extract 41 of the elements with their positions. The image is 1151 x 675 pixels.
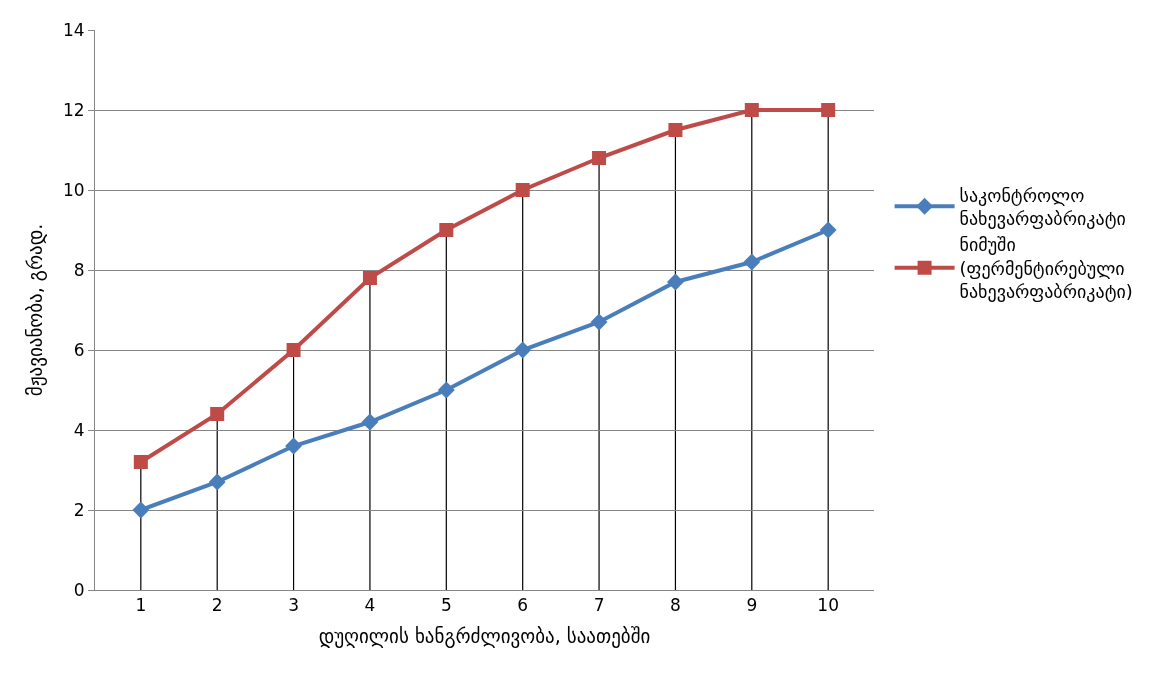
point [590,313,608,331]
point [668,123,683,137]
x-tick-label: 6 [517,595,529,616]
y-tick-label: 4 [73,419,85,440]
point [592,151,607,165]
point [361,413,379,431]
point [743,253,761,271]
point [439,223,454,237]
x-tick-label: 8 [670,595,681,616]
point [819,221,837,239]
x-tick-label: 2 [211,595,223,616]
point [437,381,455,399]
y-tick-label: 0 [73,579,85,600]
y-tick-label: 10 [62,179,85,200]
point [210,407,225,421]
x-tick-label: 1 [135,595,147,616]
point [515,183,530,197]
y-tick-label: 6 [73,339,85,360]
point [362,271,377,285]
y-tick-label: 14 [62,19,85,40]
x-tick-label: 7 [593,595,605,616]
y-tick-label: 8 [73,259,85,280]
point [208,473,226,491]
point [821,103,836,117]
x-tick-label: 9 [746,595,758,616]
y-tick-label: 2 [73,499,85,520]
y-tick-label: 12 [62,99,85,120]
legend-label: ნიმუში (ფერმენტირებული ნახევარფაბრიკატი) [959,234,1133,303]
x-tick-label: 4 [364,595,376,616]
point [133,455,148,469]
point [514,341,532,359]
y-axis-title: მჟავიანობა, გრად. [23,223,47,397]
x-tick-label: 10 [817,595,839,616]
point [744,103,759,117]
point [286,343,301,357]
x-axis-title: დუღილის ხანგრძლივობა, საათებში [318,625,651,649]
x-tick-label: 3 [288,595,299,616]
x-tick-label: 5 [440,595,452,616]
point [132,501,150,519]
point [285,437,303,455]
point [666,273,684,291]
